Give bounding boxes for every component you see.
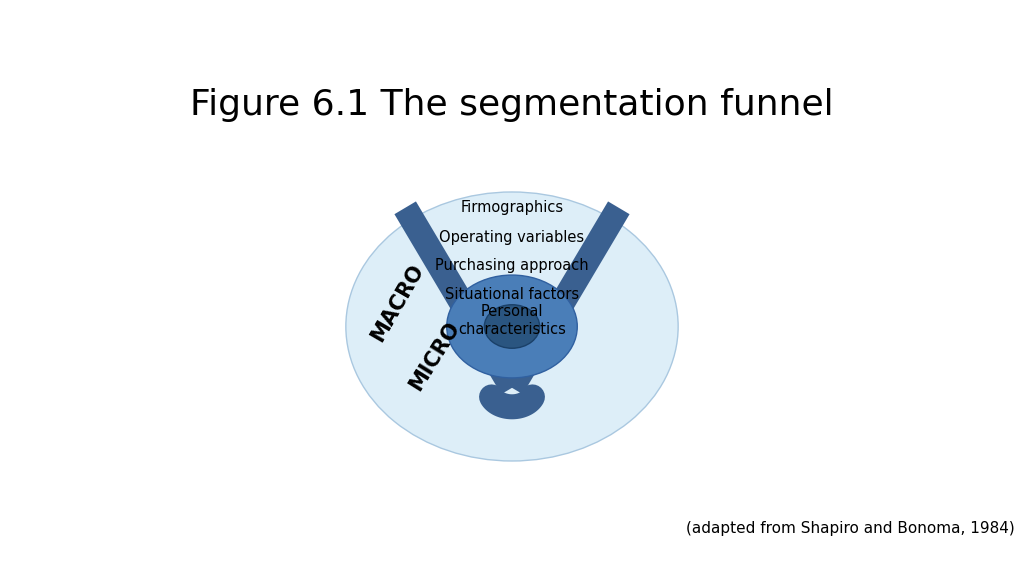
Ellipse shape xyxy=(423,257,601,396)
Text: Personal
characteristics: Personal characteristics xyxy=(458,304,566,337)
Text: MICRO: MICRO xyxy=(406,318,464,394)
Ellipse shape xyxy=(397,236,627,418)
Ellipse shape xyxy=(372,214,652,439)
Ellipse shape xyxy=(446,275,578,378)
Ellipse shape xyxy=(484,305,540,348)
Text: Situational factors: Situational factors xyxy=(445,287,579,302)
Ellipse shape xyxy=(484,305,540,348)
Ellipse shape xyxy=(346,192,678,461)
Text: Operating variables: Operating variables xyxy=(439,230,585,245)
Text: MACRO: MACRO xyxy=(368,260,427,345)
Text: Firmographics: Firmographics xyxy=(461,200,563,215)
Ellipse shape xyxy=(446,275,578,378)
Text: Purchasing approach: Purchasing approach xyxy=(435,257,589,272)
Text: Figure 6.1 The segmentation funnel: Figure 6.1 The segmentation funnel xyxy=(190,88,834,122)
Text: (adapted from Shapiro and Bonoma, 1984): (adapted from Shapiro and Bonoma, 1984) xyxy=(685,521,1015,536)
